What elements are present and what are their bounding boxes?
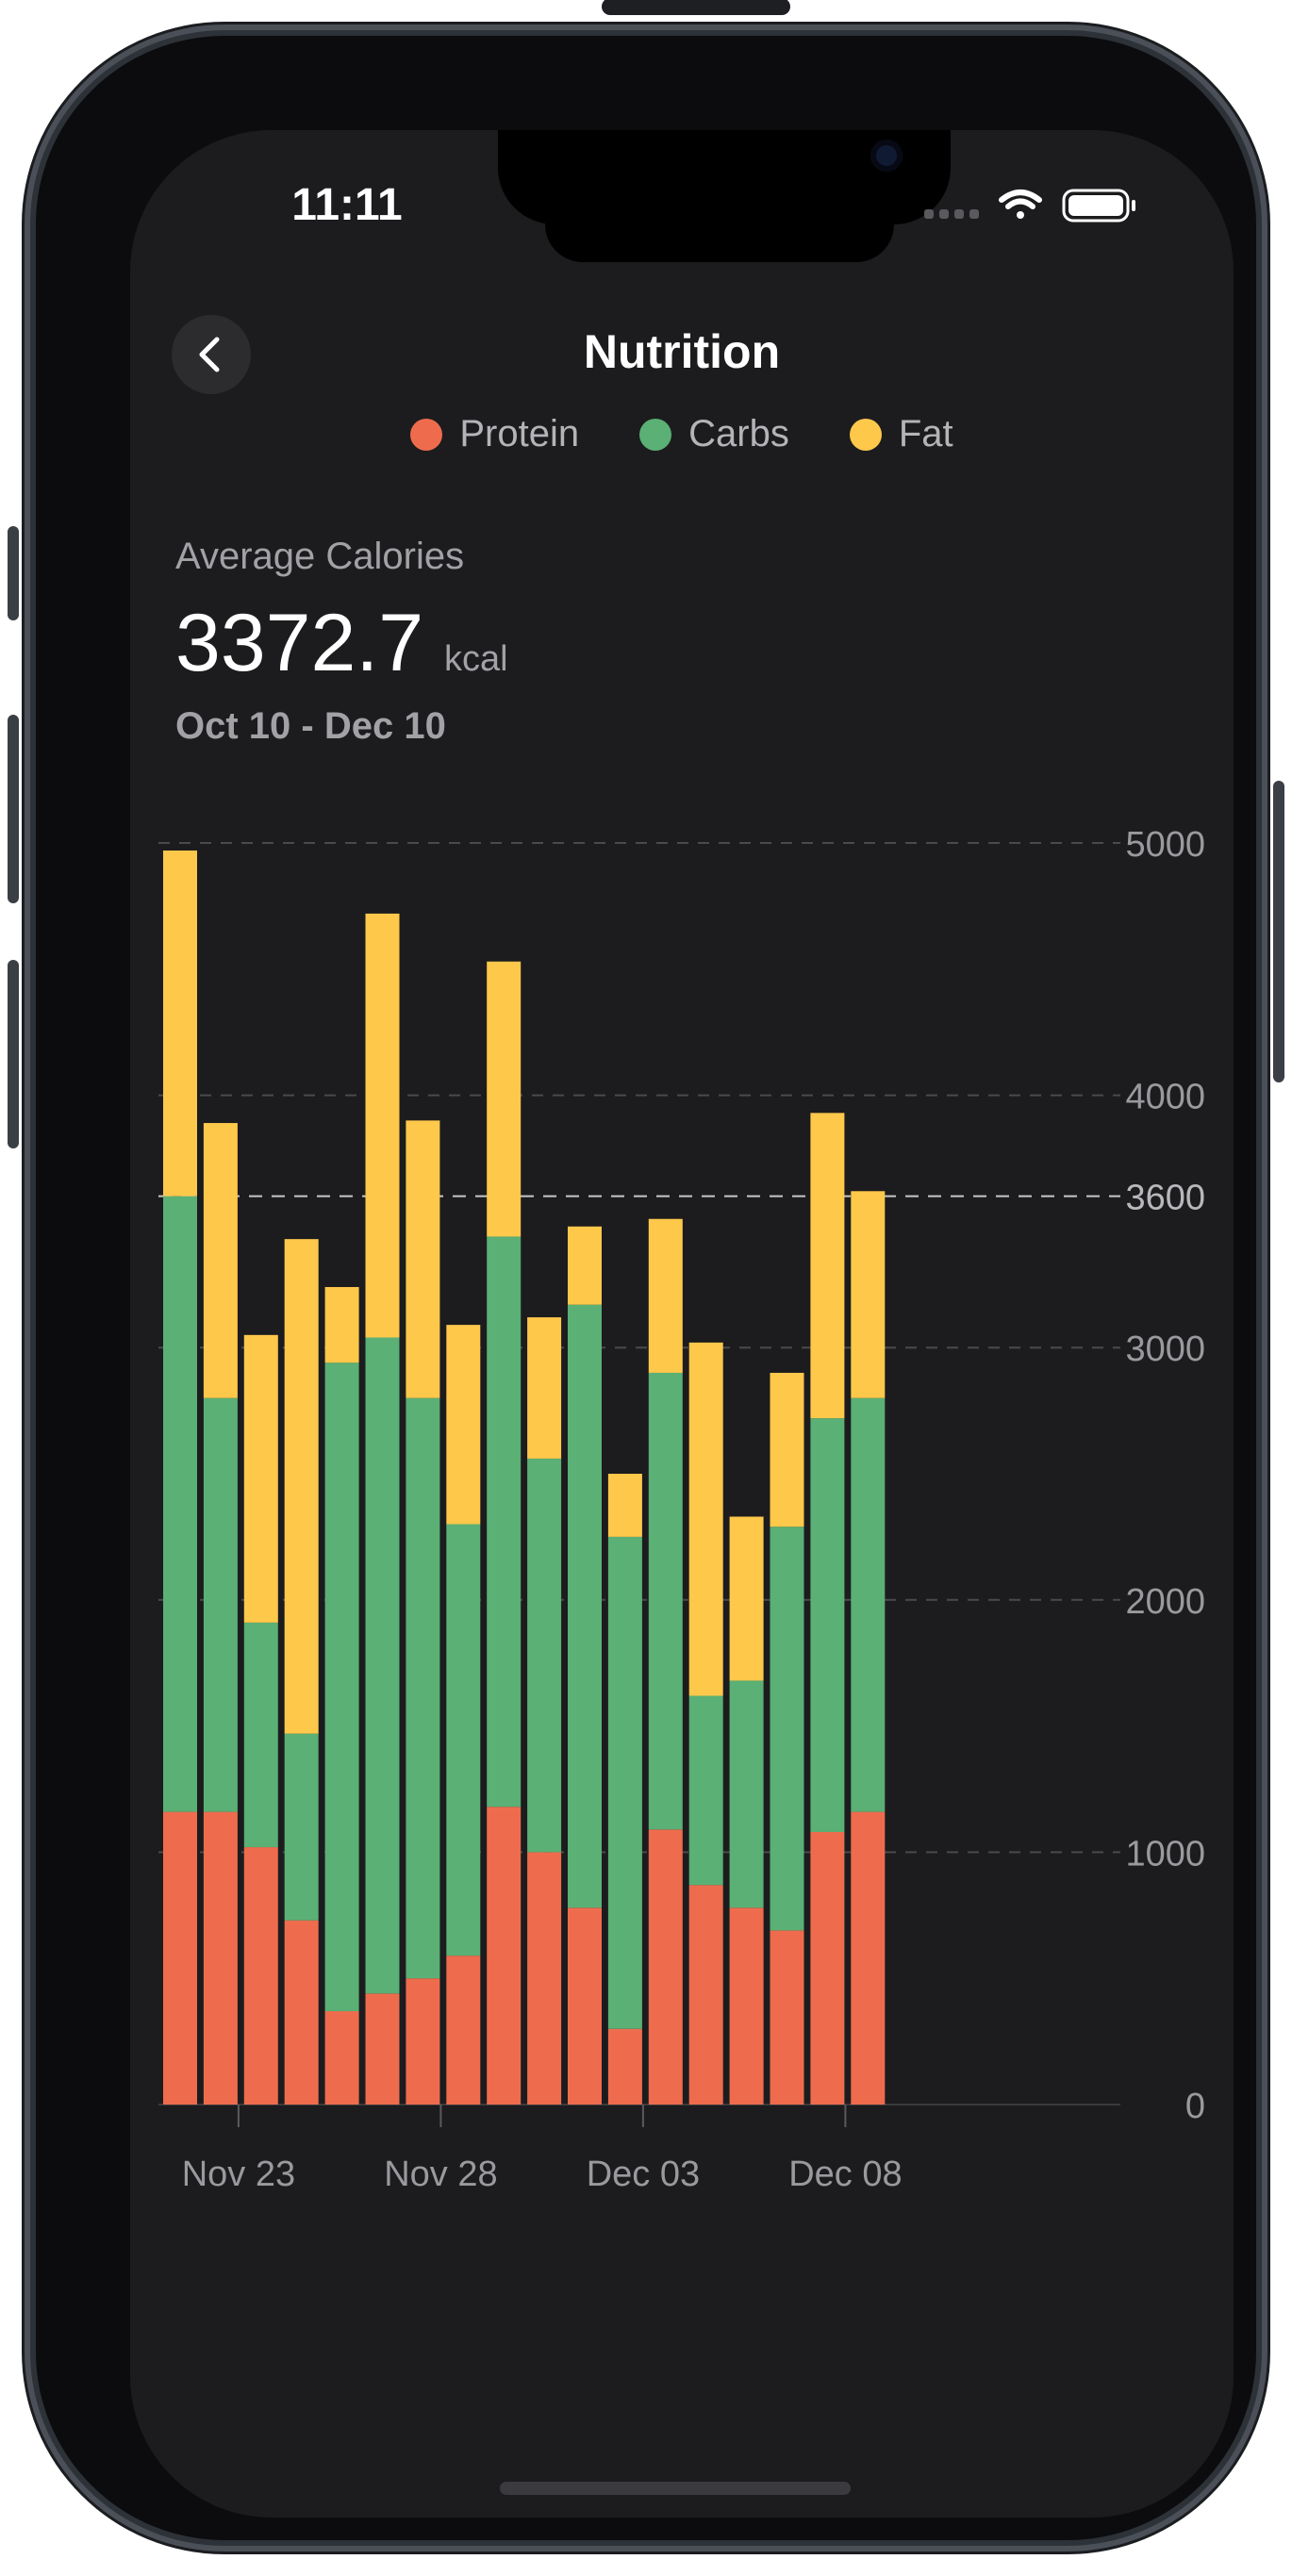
x-tick-label-2: Dec 03 <box>587 2155 700 2194</box>
calories-unit: kcal <box>444 639 508 679</box>
chevron-left-icon <box>199 337 220 372</box>
bar-protein-17 <box>851 1811 886 2105</box>
bar-protein-5 <box>365 1993 400 2105</box>
date-range: Oct 10 - Dec 10 <box>175 705 446 747</box>
page-title: Nutrition <box>583 325 781 378</box>
bar-carbs-14 <box>729 1680 764 1908</box>
bar-protein-10 <box>568 1907 602 2105</box>
nutrition-bar-chart[interactable]: 0 1000 2000 3000 4000 5000 3600 Nov 23 Nov 28 Dec… <box>130 130 1234 2518</box>
bar-carbs-11 <box>607 1536 642 2029</box>
bar-protein-13 <box>688 1885 723 2105</box>
average-calories-label: Average Calories <box>175 536 465 577</box>
bar-carbs-15 <box>770 1527 804 1931</box>
bar-fat-4 <box>324 1286 359 1363</box>
bar-fat-8 <box>487 961 522 1237</box>
bar-carbs-12 <box>648 1372 683 1830</box>
chart-legend: Protein Carbs Fat <box>130 413 1234 455</box>
phone-frame: 11:11 Nutrition <box>8 0 1284 2540</box>
y-tick-label-3000: 3000 <box>1125 1329 1205 1369</box>
status-icons <box>924 189 1135 223</box>
bar-protein-3 <box>284 1920 319 2105</box>
average-calories-value: 3372.7 kcal <box>175 598 508 704</box>
bar-fat-0 <box>163 850 197 1197</box>
bar-carbs-7 <box>446 1524 481 1957</box>
x-tick-label-3: Dec 08 <box>788 2155 902 2194</box>
y-tick-label-1000: 1000 <box>1125 1834 1205 1874</box>
bar-carbs-16 <box>810 1418 845 1832</box>
y-tick-label-0: 0 <box>1185 2087 1205 2126</box>
bar-protein-7 <box>446 1956 481 2105</box>
x-tick-label-1: Nov 28 <box>384 2155 497 2194</box>
bar-protein-15 <box>770 1930 804 2105</box>
cellular-signal-icon <box>924 209 979 219</box>
volume-down-button <box>8 960 19 1148</box>
bar-fat-13 <box>688 1342 723 1696</box>
bar-carbs-9 <box>527 1458 562 1853</box>
bar-fat-6 <box>406 1120 440 1398</box>
average-calories-number: 3372.7 <box>175 598 424 688</box>
bar-fat-5 <box>365 913 400 1338</box>
bar-fat-15 <box>770 1372 804 1527</box>
legend-label-carbs: Carbs <box>688 413 789 454</box>
bar-protein-6 <box>406 1978 440 2105</box>
legend-label-protein: Protein <box>459 413 580 454</box>
legend-dot-carbs <box>639 418 672 451</box>
bar-protein-9 <box>527 1852 562 2105</box>
bar-carbs-13 <box>688 1695 723 1886</box>
x-tick-label-0: Nov 23 <box>182 2155 295 2194</box>
bar-protein-1 <box>203 1811 238 2105</box>
legend-dot-protein <box>410 418 443 451</box>
y-tick-label-5000: 5000 <box>1125 825 1205 865</box>
legend-item-fat: Fat <box>849 413 953 455</box>
back-button[interactable] <box>172 315 251 394</box>
bar-fat-2 <box>243 1334 278 1623</box>
home-indicator[interactable] <box>500 2482 851 2495</box>
bar-fat-11 <box>607 1474 642 1537</box>
bar-fat-9 <box>527 1317 562 1459</box>
bar-carbs-5 <box>365 1337 400 1994</box>
bar-protein-0 <box>163 1811 197 2105</box>
status-time: 11:11 <box>291 180 403 230</box>
volume-up-button <box>8 715 19 903</box>
bar-carbs-3 <box>284 1733 319 1921</box>
target-line-label: 3600 <box>1125 1179 1205 1218</box>
bar-carbs-0 <box>163 1196 197 1812</box>
bar-fat-7 <box>446 1325 481 1525</box>
bar-fat-12 <box>648 1218 683 1373</box>
bar-fat-10 <box>568 1226 602 1305</box>
bar-carbs-2 <box>243 1622 278 1848</box>
bar-protein-11 <box>607 2028 642 2105</box>
front-camera-icon <box>870 140 903 172</box>
legend-item-protein: Protein <box>410 413 579 455</box>
legend-dot-fat <box>849 418 882 451</box>
bar-protein-16 <box>810 1831 845 2105</box>
silent-switch <box>8 526 19 620</box>
bar-fat-3 <box>284 1239 319 1734</box>
bar-protein-14 <box>729 1907 764 2105</box>
bar-protein-12 <box>648 1829 683 2105</box>
legend-label-fat: Fat <box>898 413 953 454</box>
notch-lower <box>545 206 894 262</box>
bar-protein-8 <box>487 1807 522 2105</box>
bar-carbs-10 <box>568 1304 602 1908</box>
earpiece-speaker <box>602 0 790 15</box>
legend-item-carbs: Carbs <box>639 413 789 455</box>
y-tick-label-4000: 4000 <box>1125 1078 1205 1117</box>
power-button <box>1273 781 1284 1082</box>
wifi-icon <box>999 190 1042 219</box>
bar-protein-2 <box>243 1847 278 2105</box>
screen: 11:11 Nutrition <box>130 130 1234 2518</box>
bar-carbs-6 <box>406 1397 440 1979</box>
battery-icon <box>1062 189 1135 223</box>
bar-fat-14 <box>729 1516 764 1681</box>
bar-fat-16 <box>810 1113 845 1419</box>
bar-carbs-4 <box>324 1362 359 2011</box>
bar-carbs-1 <box>203 1397 238 1812</box>
bar-fat-17 <box>851 1191 886 1398</box>
bar-carbs-8 <box>487 1236 522 1808</box>
y-tick-label-2000: 2000 <box>1125 1582 1205 1622</box>
bar-carbs-17 <box>851 1397 886 1812</box>
bar-protein-4 <box>324 2010 359 2105</box>
bar-fat-1 <box>203 1123 238 1398</box>
